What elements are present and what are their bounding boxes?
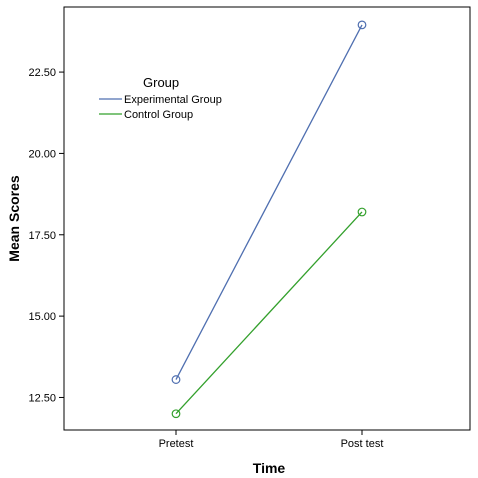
legend-label: Experimental Group <box>124 94 222 106</box>
series-lines <box>171 20 367 419</box>
x-axis: Pretest Post test <box>159 430 384 450</box>
x-tick-label: Pretest <box>159 438 194 450</box>
x-tick-label: Post test <box>341 438 384 450</box>
x-axis-title: Time <box>253 460 286 476</box>
legend-title: Group <box>143 75 179 90</box>
y-tick-label: 17.50 <box>28 230 56 242</box>
plot-frame <box>63 6 471 431</box>
data-point-marker <box>357 20 367 30</box>
data-point-marker <box>357 207 367 217</box>
series-line <box>175 24 363 380</box>
legend-label: Control Group <box>124 109 193 121</box>
y-tick-label: 22.50 <box>28 67 56 79</box>
data-point-marker <box>171 409 181 419</box>
y-tick-label: 12.50 <box>28 392 56 404</box>
series-line <box>175 211 363 415</box>
y-tick-label: 15.00 <box>28 311 56 323</box>
legend: Group Experimental Group Control Group <box>99 75 222 121</box>
y-tick-label: 20.00 <box>28 148 56 160</box>
data-point-marker <box>171 375 181 384</box>
y-axis-title: Mean Scores <box>6 175 22 262</box>
y-axis: 12.50 15.00 17.50 20.00 22.50 <box>28 67 64 404</box>
